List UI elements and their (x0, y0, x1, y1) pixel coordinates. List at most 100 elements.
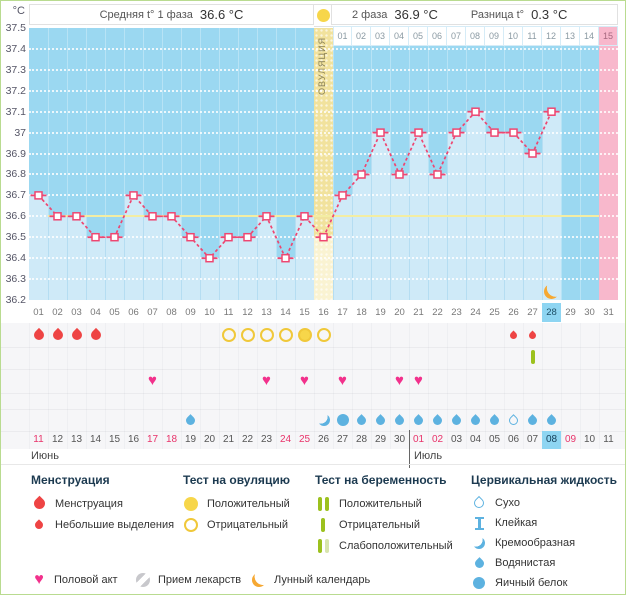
date-cell[interactable]: 05 (488, 434, 501, 445)
cycle-day-cell[interactable]: 02 (52, 307, 63, 318)
ovulation-test-negative-icon[interactable] (259, 328, 274, 342)
fluid-eggwhite-icon[interactable] (336, 414, 349, 426)
date-cell[interactable]: 11 (33, 434, 44, 445)
temp-marker[interactable] (300, 212, 309, 221)
temp-marker[interactable] (148, 212, 157, 221)
date-cell[interactable]: 22 (241, 434, 254, 445)
temp-marker[interactable] (471, 107, 480, 116)
pregnancy-test-negative-icon[interactable] (530, 350, 535, 364)
temp-marker[interactable] (547, 107, 556, 116)
intercourse-icon[interactable]: ♥ (338, 372, 347, 389)
temp-marker[interactable] (72, 212, 81, 221)
date-cell[interactable]: 01 (412, 434, 425, 445)
temp-marker[interactable] (129, 191, 138, 200)
temp-marker[interactable] (414, 128, 423, 137)
cycle-day-cell[interactable]: 23 (451, 307, 462, 318)
cycle-day-cell[interactable]: 06 (128, 307, 139, 318)
ovulation-test-positive-icon[interactable] (297, 328, 312, 342)
intercourse-icon[interactable]: ♥ (395, 372, 404, 389)
temp-marker[interactable] (34, 191, 43, 200)
cycle-day-cell[interactable]: 14 (280, 307, 291, 318)
ovulation-test-negative-icon[interactable] (278, 328, 293, 342)
temp-marker[interactable] (376, 128, 385, 137)
date-cell[interactable]: 10 (583, 434, 596, 445)
cycle-day-cell[interactable]: 29 (565, 307, 576, 318)
temp-marker[interactable] (319, 232, 328, 242)
ovulation-test-negative-icon[interactable] (221, 328, 236, 342)
date-cell[interactable]: 09 (564, 434, 577, 445)
cycle-day-cell[interactable]: 16 (318, 307, 329, 318)
cycle-day-cell[interactable]: 18 (356, 307, 367, 318)
intercourse-icon[interactable]: ♥ (148, 372, 157, 389)
cycle-day-cell[interactable]: 31 (603, 307, 614, 318)
date-cell[interactable]: 15 (108, 434, 121, 445)
date-cell[interactable]: 18 (165, 434, 178, 445)
temp-marker[interactable] (338, 191, 347, 200)
date-cell[interactable]: 07 (526, 434, 539, 445)
intercourse-icon[interactable]: ♥ (300, 372, 309, 389)
temp-marker[interactable] (110, 232, 119, 242)
date-cell[interactable]: 30 (393, 434, 406, 445)
cycle-day-cell[interactable]: 27 (527, 307, 538, 318)
date-cell[interactable]: 23 (260, 434, 273, 445)
cycle-day-cell[interactable]: 21 (413, 307, 424, 318)
date-cell[interactable]: 26 (317, 434, 330, 445)
date-cell[interactable]: 13 (70, 434, 83, 445)
temperature-series[interactable] (29, 28, 618, 300)
temp-marker[interactable] (509, 128, 518, 137)
temp-marker[interactable] (262, 212, 271, 221)
temp-marker[interactable] (357, 170, 366, 179)
temp-marker[interactable] (91, 232, 100, 242)
date-cell[interactable]: 06 (507, 434, 520, 445)
temp-marker[interactable] (433, 170, 442, 179)
date-cell[interactable]: 27 (336, 434, 349, 445)
cycle-day-cell[interactable]: 30 (584, 307, 595, 318)
date-cell[interactable]: 20 (203, 434, 216, 445)
intercourse-icon[interactable]: ♥ (262, 372, 271, 389)
cycle-day-cell[interactable]: 17 (337, 307, 348, 318)
ovulation-test-negative-icon[interactable] (240, 328, 255, 342)
date-cell[interactable]: 16 (127, 434, 140, 445)
temp-marker[interactable] (205, 253, 214, 263)
temp-marker[interactable] (395, 170, 404, 179)
cycle-day-cell[interactable]: 04 (90, 307, 101, 318)
date-cell[interactable]: 12 (51, 434, 64, 445)
date-cell[interactable]: 04 (469, 434, 482, 445)
date-cell[interactable]: 02 (431, 434, 444, 445)
date-cell[interactable]: 25 (298, 434, 311, 445)
date-cell[interactable]: 24 (279, 434, 292, 445)
cycle-day-cell[interactable]: 01 (33, 307, 44, 318)
date-cell[interactable]: 03 (450, 434, 463, 445)
cycle-day-cell[interactable]: 10 (204, 307, 215, 318)
date-cell[interactable]: 29 (374, 434, 387, 445)
intercourse-icon[interactable]: ♥ (414, 372, 423, 389)
date-cell[interactable]: 19 (184, 434, 197, 445)
cycle-day-cell[interactable]: 07 (147, 307, 158, 318)
cycle-day-cell[interactable]: 20 (394, 307, 405, 318)
cycle-day-cell[interactable]: 12 (242, 307, 253, 318)
date-cell[interactable]: 21 (222, 434, 235, 445)
temp-marker[interactable] (167, 212, 176, 221)
cycle-day-cell[interactable]: 09 (185, 307, 196, 318)
cycle-day-cell[interactable]: 05 (109, 307, 120, 318)
cycle-day-cell[interactable]: 19 (375, 307, 386, 318)
temp-marker[interactable] (186, 232, 195, 242)
cycle-day-cell[interactable]: 11 (223, 307, 234, 318)
temp-marker[interactable] (224, 232, 233, 242)
ovulation-test-negative-icon[interactable] (316, 328, 331, 342)
temp-marker[interactable] (243, 232, 252, 242)
cycle-day-cell[interactable]: 22 (432, 307, 443, 318)
cycle-day-cell[interactable]: 08 (166, 307, 177, 318)
date-cell[interactable]: 17 (146, 434, 159, 445)
cycle-day-cell[interactable]: 03 (71, 307, 82, 318)
cycle-day-cell[interactable]: 28 (542, 303, 561, 322)
temp-marker[interactable] (281, 253, 290, 263)
temp-marker[interactable] (490, 128, 499, 137)
date-cell[interactable]: 14 (89, 434, 102, 445)
date-cell[interactable]: 11 (603, 434, 614, 445)
temp-marker[interactable] (53, 212, 62, 221)
cycle-day-cell[interactable]: 24 (470, 307, 481, 318)
cycle-day-cell[interactable]: 13 (261, 307, 272, 318)
date-cell[interactable]: 28 (355, 434, 368, 445)
temp-marker[interactable] (452, 128, 461, 137)
